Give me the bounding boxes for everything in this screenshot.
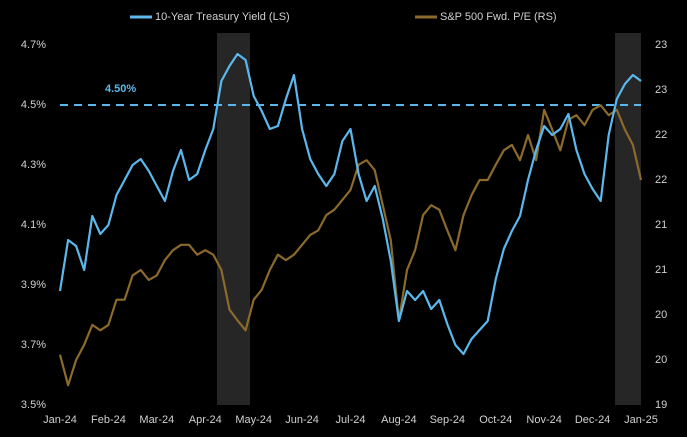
- y-tick-label: 3.7%: [21, 339, 46, 351]
- y2-tick-label: 22: [655, 129, 667, 141]
- y2-tick-label: 21: [655, 219, 667, 231]
- y2-tick-label: 19: [655, 399, 667, 411]
- y-tick-label: 4.5%: [21, 99, 46, 111]
- x-tick-label: Aug-24: [381, 414, 416, 426]
- x-tick-label: Feb-24: [91, 414, 126, 426]
- x-tick-label: May-24: [235, 414, 272, 426]
- y2-tick-label: 23: [655, 39, 667, 51]
- x-tick-label: Mar-24: [139, 414, 174, 426]
- x-tick-label: Jul-24: [336, 414, 366, 426]
- y2-tick-label: 23: [655, 84, 667, 96]
- y2-tick-label: 20: [655, 309, 667, 321]
- shaded-period: [615, 33, 641, 405]
- y-tick-label: 4.7%: [21, 39, 46, 51]
- reference-label: 4.50%: [105, 83, 136, 95]
- x-tick-label: Sep-24: [430, 414, 465, 426]
- legend-label: 10-Year Treasury Yield (LS): [155, 11, 290, 23]
- x-tick-label: Jan-24: [43, 414, 77, 426]
- x-tick-label: Jan-25: [624, 414, 658, 426]
- shaded-period: [217, 33, 250, 405]
- y-tick-label: 4.1%: [21, 219, 46, 231]
- x-tick-label: Dec-24: [575, 414, 610, 426]
- x-tick-label: Apr-24: [189, 414, 222, 426]
- legend-label: S&P 500 Fwd. P/E (RS): [440, 11, 557, 23]
- series-line: [58, 52, 642, 356]
- y-tick-label: 4.3%: [21, 159, 46, 171]
- y-tick-label: 3.5%: [21, 399, 46, 411]
- y2-tick-label: 20: [655, 354, 667, 366]
- y-tick-label: 3.9%: [21, 279, 46, 291]
- y2-tick-label: 22: [655, 174, 667, 186]
- x-tick-label: Jun-24: [285, 414, 319, 426]
- y2-tick-label: 21: [655, 264, 667, 276]
- x-tick-label: Nov-24: [526, 414, 561, 426]
- x-tick-label: Oct-24: [479, 414, 512, 426]
- series-line: [58, 104, 643, 387]
